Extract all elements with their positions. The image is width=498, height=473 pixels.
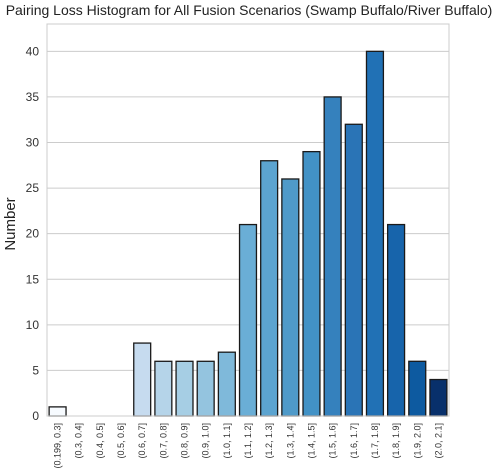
x-tick-label: (1.3, 1.4] [285,423,295,459]
x-tick-label: (1.0, 1.1] [222,423,232,459]
bar [429,378,448,417]
bar [196,360,215,417]
y-tick-label: 5 [32,363,39,377]
x-tick-label: (1.1, 1.2] [243,423,253,459]
bar [281,178,300,417]
y-axis-ticks: 0 5 10 15 20 25 30 35 40 [26,44,40,423]
bars [48,50,448,417]
x-tick-label: (0.7, 0.8] [158,423,168,459]
bar [408,360,427,417]
x-tick-label: (1.2, 1.3] [264,423,274,459]
x-tick-label: (1.4, 1.5] [306,423,316,459]
x-tick-label: (1.6, 1.7] [349,423,359,459]
x-tick-label: (0.5, 0.6] [116,423,126,459]
x-tick-label: (0.4, 0.5] [95,423,105,459]
y-tick-label: 10 [26,318,40,332]
x-tick-label: (1.7, 1.8] [370,423,380,459]
bar [344,123,363,417]
x-tick-label: (0.9, 1.0] [201,423,211,459]
y-tick-label: 20 [26,227,40,241]
plot-frame [46,23,450,417]
bar [133,342,152,417]
bar [154,360,173,417]
x-tick-label: (1.8, 1.9] [391,423,401,459]
y-tick-label: 30 [26,136,40,150]
bar [238,223,258,417]
chart-title: Pairing Loss Histogram for All Fusion Sc… [6,2,493,18]
x-tick-label: (1.5, 1.6] [328,423,338,459]
x-tick-label: (0.199, 0.3] [53,423,63,469]
bar [175,360,194,417]
bar [386,223,406,417]
bar [260,160,279,417]
x-axis-ticks: (0.199, 0.3] (0.3, 0.4] (0.4, 0.5] (0.5, 0.… [53,423,444,469]
bar [365,50,385,417]
y-axis-label: Number [2,197,19,250]
x-tick-label: (2.0, 2.1] [433,423,443,459]
y-tick-label: 25 [26,181,40,195]
x-tick-label: (0.6, 0.7] [137,423,147,459]
x-tick-label: (0.8, 0.9] [180,423,190,459]
y-tick-label: 0 [32,409,39,423]
y-tick-label: 35 [26,90,40,104]
x-tick-label: (1.9, 2.0] [412,423,422,459]
bar [302,150,321,417]
bar [323,96,342,417]
y-tick-label: 40 [26,44,40,58]
bar [217,351,236,417]
y-tick-label: 15 [26,272,40,286]
x-tick-label: (0.3, 0.4] [74,423,84,459]
bar [48,406,67,417]
